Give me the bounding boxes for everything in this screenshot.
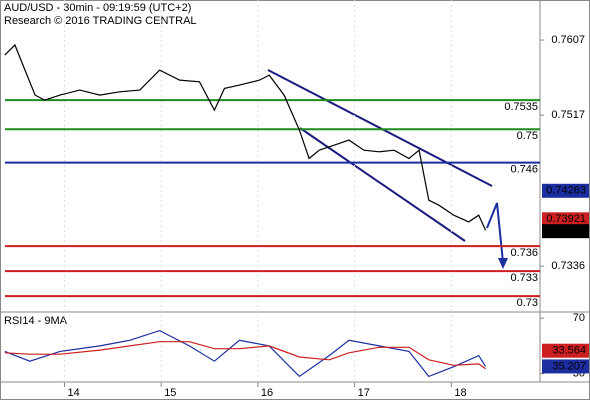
price-tag-label: 0.74263 — [546, 185, 586, 197]
y-tick-label: 0.7336 — [551, 260, 585, 272]
level-label: 0.7535 — [504, 101, 538, 113]
level-label: 0.736 — [510, 247, 538, 259]
level-label: 0.73 — [517, 297, 538, 309]
y-tick-label: 0.7517 — [551, 109, 585, 121]
price-tag — [542, 183, 589, 198]
x-tick-label: 16 — [261, 387, 273, 399]
series-line — [4, 43, 487, 231]
y-tick-label: 70 — [573, 312, 585, 324]
channel-line — [299, 127, 466, 242]
forecast-arrow — [486, 202, 504, 263]
price-tag — [542, 224, 589, 239]
price-tag-label: 33.564 — [552, 345, 586, 357]
price-tag — [542, 343, 589, 358]
x-tick-label: 15 — [164, 387, 176, 399]
panel-title: RSI14 - 9MA — [4, 315, 68, 327]
price-tag — [542, 212, 589, 227]
price-tag-label: 0.73779 — [546, 225, 586, 237]
chart-subtitle: Research © 2016 TRADING CENTRAL — [4, 15, 197, 27]
arrow-head — [498, 258, 508, 269]
y-tick-label: 0.7607 — [551, 34, 585, 46]
level-label: 0.75 — [517, 130, 538, 142]
level-label: 0.746 — [510, 164, 538, 176]
channel-line — [267, 69, 493, 187]
x-tick-label: 17 — [358, 387, 370, 399]
x-tick-label: 18 — [454, 387, 466, 399]
price-tag-label: 35.207 — [552, 360, 586, 372]
level-label: 0.733 — [510, 272, 538, 284]
series-line — [4, 329, 487, 378]
x-tick-label: 14 — [67, 387, 79, 399]
price-tag-label: 0.73921 — [546, 213, 586, 225]
series-line — [4, 341, 486, 370]
price-tag — [542, 359, 589, 374]
chart-title: AUD/USD - 30min - 09:19:59 (UTC+2) — [4, 2, 191, 14]
